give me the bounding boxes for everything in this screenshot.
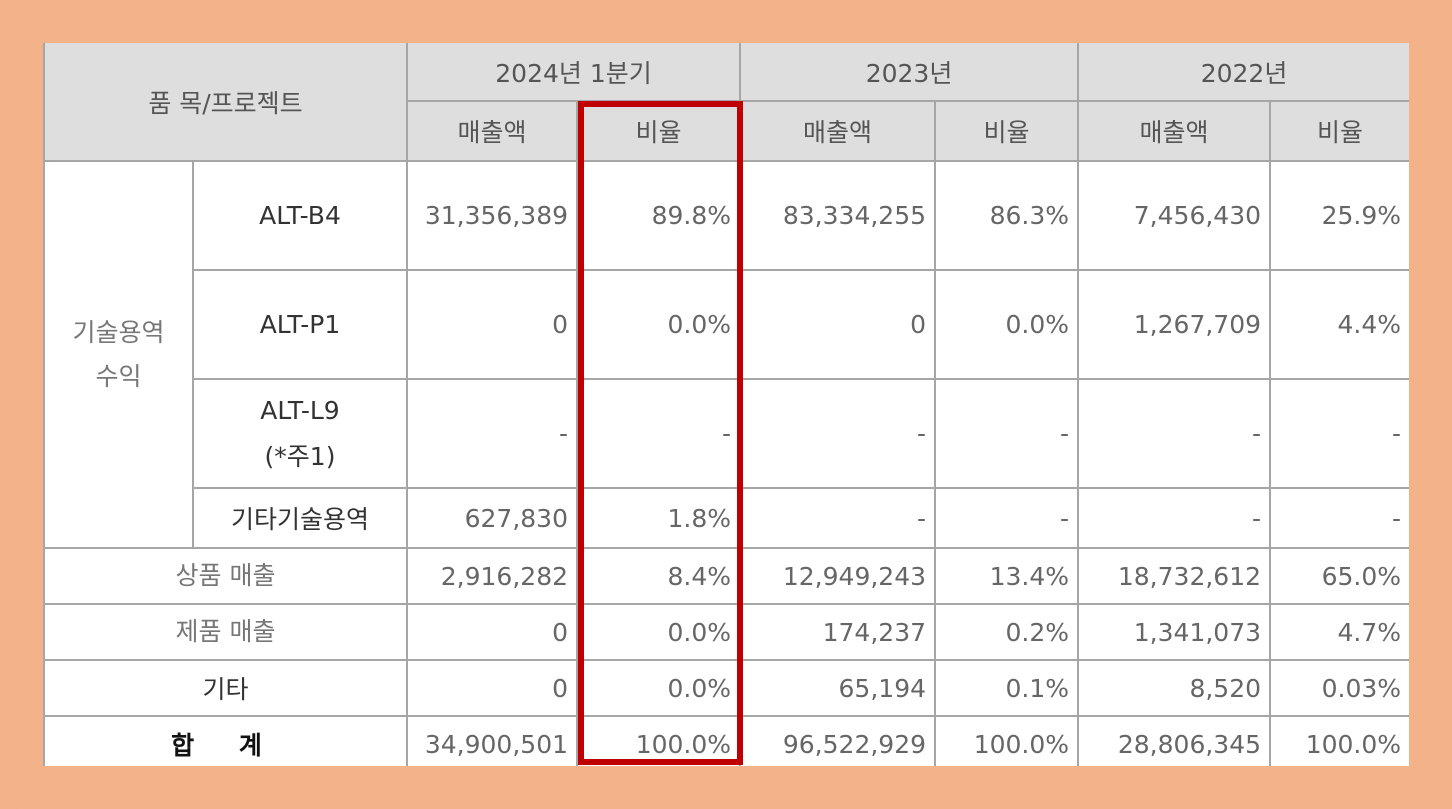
cell: 86.3% [934,160,1080,271]
cell: 34,900,501 [406,715,578,766]
cell: 0.0% [575,659,742,717]
table-row: 제품 매출 0 0.0% 174,237 0.2% 1,341,073 4.7% [43,603,1409,661]
cell: - [575,378,742,489]
cell: 627,830 [406,487,578,549]
cell: - [406,378,578,489]
cell: 100.0% [934,715,1080,766]
cell: 0.2% [934,603,1080,661]
cell: 4.7% [1269,603,1409,661]
row-label-line1: ALT-L9 [260,395,340,425]
cell: 8,520 [1077,659,1272,717]
table-row: 기타기술용역 627,830 1.8% - - - - [44,487,1409,549]
cell: - [934,378,1080,489]
cell: 65.0% [1269,547,1409,605]
ratio-header: 비율 [934,100,1080,162]
cell: - [1269,487,1409,549]
group-label: 기술용역 수익 [43,160,194,549]
sales-header: 매출액 [406,100,578,162]
cell: 0 [406,659,578,717]
ratio-header: 비율 [1269,100,1409,162]
cell: 25.9% [1269,160,1409,271]
cell: 1,341,073 [1077,603,1272,661]
cell: 12,949,243 [739,547,937,605]
table-row: ALT-L9 (*주1) - - - - - - [44,378,1409,489]
cell: 0 [739,269,937,380]
table-row: 기타 0 0.0% 65,194 0.1% 8,520 0.03% [43,659,1409,717]
cell: 8.4% [575,547,742,605]
table-row: 상품 매출 2,916,282 8.4% 12,949,243 13.4% 18… [43,547,1409,605]
row-label: ALT-L9 (*주1) [192,378,408,489]
cell: 0.0% [575,603,742,661]
cell: 100.0% [1269,715,1409,766]
cell: 1,267,709 [1077,269,1272,380]
ratio-header: 비율 [575,100,742,162]
cell: - [739,378,937,489]
cell: 89.8% [575,160,742,271]
sales-header: 매출액 [1077,100,1272,162]
row-label: ALT-P1 [192,269,408,380]
cell: 0 [406,269,578,380]
cell: - [1077,378,1272,489]
revenue-table-panel: 품 목/프로젝트 2024년 1분기 2023년 2022년 매출액 비율 매출… [43,43,1409,766]
cell: 28,806,345 [1077,715,1272,766]
cell: 0.0% [575,269,742,380]
cell: - [934,487,1080,549]
row-label-line2: (*주1) [264,441,336,471]
cell: 174,237 [739,603,937,661]
row-label: 기타기술용역 [192,487,408,549]
cell: 18,732,612 [1077,547,1272,605]
period-header-2024q1: 2024년 1분기 [405,43,742,102]
cell: 1.8% [575,487,742,549]
cell: - [1269,378,1409,489]
cell: 65,194 [739,659,937,717]
cell: 7,456,430 [1077,160,1272,271]
cell: 0.1% [934,659,1080,717]
cell: 83,334,255 [739,160,937,271]
cell: 100.0% [575,715,742,766]
cell: 96,522,929 [739,715,937,766]
cell: 4.4% [1269,269,1409,380]
cell: 31,356,389 [406,160,578,271]
table-row: 기술용역 수익 ALT-B4 31,356,389 89.8% 83,334,2… [43,160,1409,549]
total-row: 합 계 34,900,501 100.0% 96,522,929 100.0% … [43,715,1409,766]
total-label: 합 계 [43,715,408,766]
cell: - [739,487,937,549]
row-label: 제품 매출 [43,603,408,661]
row-label: 상품 매출 [43,547,408,605]
cell: 0.03% [1269,659,1409,717]
table-row: ALT-P1 0 0.0% 0 0.0% 1,267,709 4.4% [44,269,1409,380]
cell: 0 [406,603,578,661]
row-label: ALT-B4 [192,160,408,271]
item-header: 품 목/프로젝트 [43,43,408,162]
cell: - [1077,487,1272,549]
row-label: 기타 [43,659,408,717]
cell: 2,916,282 [406,547,578,605]
period-header-2022: 2022년 [1077,43,1409,102]
period-header-2023: 2023년 [739,43,1080,102]
cell: 13.4% [934,547,1080,605]
revenue-table: 품 목/프로젝트 2024년 1분기 2023년 2022년 매출액 비율 매출… [43,43,1409,766]
cell: 0.0% [934,269,1080,380]
sales-header: 매출액 [739,100,937,162]
